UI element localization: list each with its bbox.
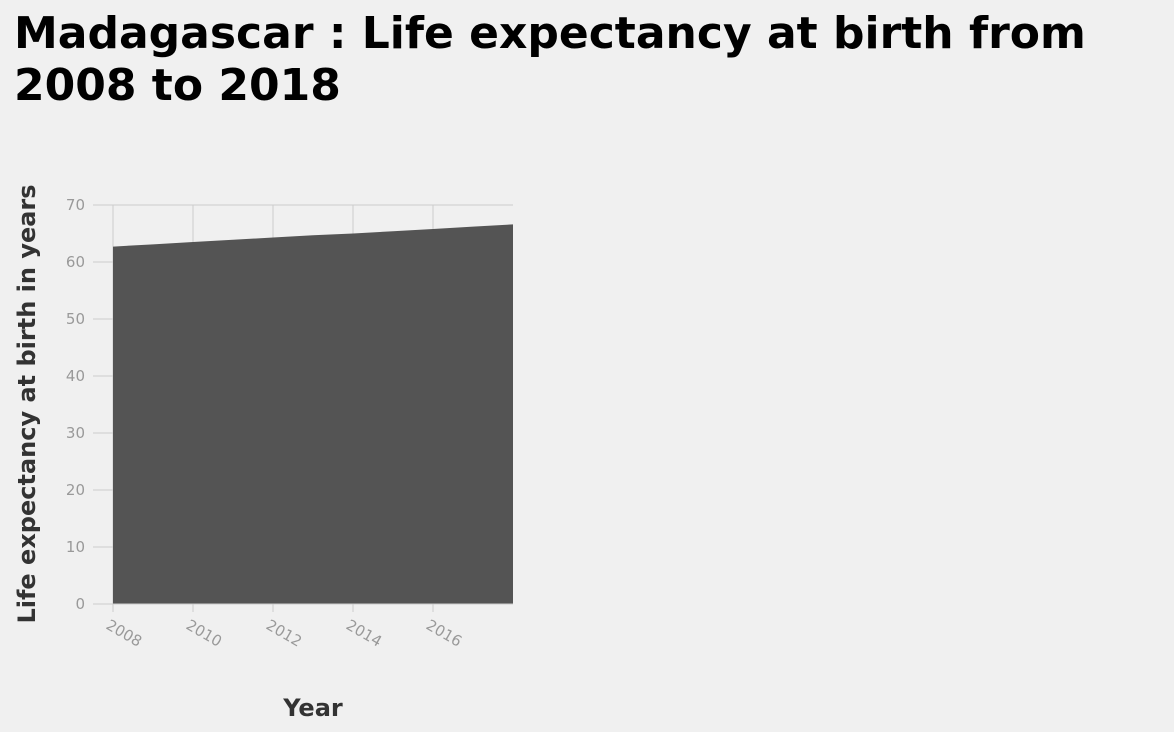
y-tick-label: 20 <box>66 481 85 499</box>
x-tick-label: 2012 <box>263 616 305 651</box>
x-tick-label: 2008 <box>103 616 145 651</box>
x-tick-label: 2014 <box>343 616 385 651</box>
y-tick-label: 10 <box>66 538 85 556</box>
x-axis-title: Year <box>282 694 343 722</box>
x-tick-label: 2010 <box>183 616 225 651</box>
y-tick-label: 30 <box>66 424 85 442</box>
y-tick-label: 0 <box>75 595 85 613</box>
chart-title: Madagascar : Life expectancy at birth fr… <box>14 8 1086 111</box>
y-tick-label: 70 <box>66 196 85 214</box>
y-axis-title: Life expectancy at birth in years <box>13 184 41 623</box>
y-axis: 0 10 20 30 40 50 60 70 <box>66 196 85 613</box>
y-tick-label: 60 <box>66 253 85 271</box>
x-axis: 2008 2010 2012 2014 2016 <box>103 603 513 651</box>
area-series <box>113 224 513 604</box>
y-tick-label: 40 <box>66 367 85 385</box>
y-tick-label: 50 <box>66 310 85 328</box>
x-tick-label: 2016 <box>423 616 465 651</box>
